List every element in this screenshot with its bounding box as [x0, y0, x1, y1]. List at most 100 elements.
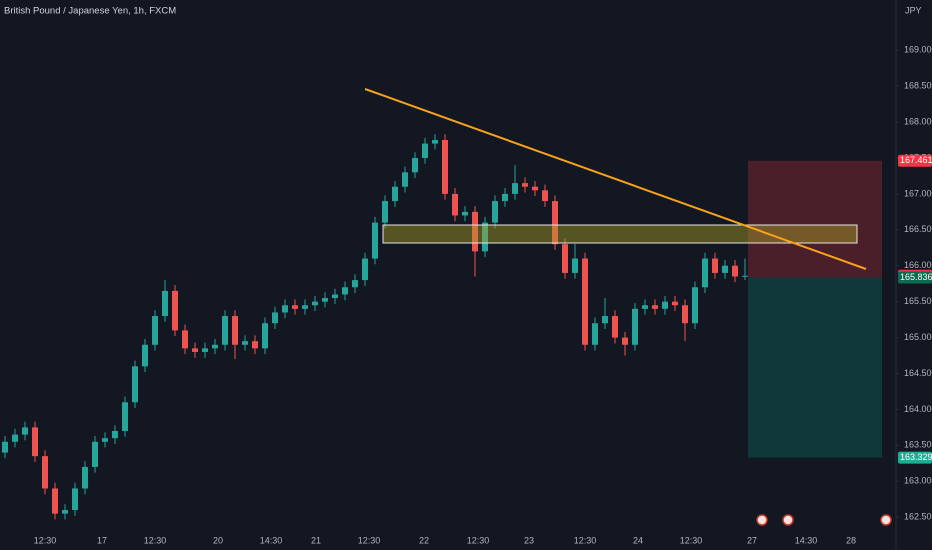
price-label: 165.836: [900, 272, 932, 282]
candle-body: [542, 190, 548, 202]
x-tick-label: 14:30: [260, 535, 283, 545]
candle-body: [342, 287, 348, 295]
candle-body: [142, 344, 148, 367]
candle-body: [502, 193, 508, 202]
candle-body: [312, 301, 318, 306]
candle-body: [382, 201, 388, 223]
x-tick-label: 21: [311, 535, 321, 545]
candle-body: [182, 330, 188, 349]
candle-body: [392, 186, 398, 202]
x-tick-label: 12:30: [574, 535, 597, 545]
candle-body: [632, 308, 638, 345]
candle-body: [212, 344, 218, 349]
support-zone: [382, 224, 858, 244]
currency-label: JPY: [905, 5, 922, 15]
y-tick-label: 164.500: [904, 368, 932, 378]
chart-title: British Pound / Japanese Yen, 1h, FXCM: [4, 6, 176, 17]
candle-body: [322, 298, 328, 302]
y-tick-label: 166.500: [904, 224, 932, 234]
x-tick-label: 17: [97, 535, 107, 545]
price-label: 163.329: [900, 452, 932, 462]
candle-body: [412, 157, 418, 173]
candle-body: [712, 258, 718, 273]
event-icon[interactable]: [756, 514, 768, 526]
candle-body: [112, 430, 118, 439]
x-tick-label: 12:30: [34, 535, 57, 545]
y-tick-label: 168.500: [904, 80, 932, 90]
y-tick-label: 163.500: [904, 440, 932, 450]
candle-body: [172, 290, 178, 331]
candle-body: [332, 294, 338, 299]
candle-body: [732, 265, 738, 277]
candle-body: [282, 305, 288, 313]
y-tick-label: 167.000: [904, 188, 932, 198]
price-label: 167.461: [900, 155, 932, 165]
candle-body: [232, 316, 238, 345]
candle-body: [92, 441, 98, 467]
stop-zone: [748, 160, 882, 278]
x-tick-label: 23: [524, 535, 534, 545]
candle-body: [672, 301, 678, 306]
candle-body: [622, 337, 628, 345]
drawings: [748, 160, 882, 458]
candle-body: [72, 488, 78, 511]
candle-body: [2, 441, 8, 453]
candle-body: [472, 211, 478, 252]
overlay: [364, 88, 867, 270]
event-icons: [756, 514, 892, 526]
candle-body: [512, 183, 518, 194]
candle-body: [222, 316, 228, 345]
candle-body: [292, 305, 298, 309]
candle-body: [22, 427, 28, 435]
candle-body: [652, 305, 658, 309]
y-tick-label: 163.000: [904, 476, 932, 486]
candle-body: [422, 143, 428, 158]
candle-body: [452, 193, 458, 216]
y-tick-label: 166.000: [904, 260, 932, 270]
candle-body: [522, 183, 528, 187]
candle-body: [202, 348, 208, 352]
candle-body: [372, 222, 378, 259]
event-icon[interactable]: [782, 514, 794, 526]
price-label-box: [898, 271, 932, 284]
target-zone: [748, 277, 882, 458]
candle-body: [122, 402, 128, 431]
x-tick-label: 20: [213, 535, 223, 545]
candle-body: [132, 366, 138, 403]
x-tick-label: 24: [633, 535, 643, 545]
price-label-box: [898, 451, 932, 464]
candle-body: [352, 280, 358, 288]
candle-body: [62, 510, 68, 514]
candle-body: [552, 201, 558, 245]
candle-body: [102, 438, 108, 442]
x-tick-label: 14:30: [795, 535, 818, 545]
x-tick-label: 12:30: [358, 535, 381, 545]
candle-body: [742, 275, 748, 277]
event-icon[interactable]: [880, 514, 892, 526]
candles: [2, 134, 748, 520]
candle-body: [252, 341, 258, 349]
candle-body: [612, 316, 618, 338]
candle-body: [442, 139, 448, 194]
candle-body: [572, 258, 578, 273]
candle-body: [362, 258, 368, 281]
price-axis: 169.000168.500168.000167.500167.000166.5…: [34, 0, 932, 550]
candle-body: [462, 211, 468, 216]
candle-body: [242, 341, 248, 345]
trend-line: [364, 88, 867, 270]
candle-body: [662, 301, 668, 309]
y-tick-label: 165.000: [904, 332, 932, 342]
x-tick-label: 12:30: [467, 535, 490, 545]
price-label-box: [898, 154, 932, 167]
candle-body: [192, 348, 198, 352]
x-tick-label: 28: [846, 535, 856, 545]
y-tick-label: 162.500: [904, 512, 932, 522]
candle-body: [52, 488, 58, 514]
candle-body: [32, 427, 38, 457]
candle-body: [402, 172, 408, 187]
x-tick-label: 12:30: [144, 535, 167, 545]
candle-body: [262, 323, 268, 349]
y-tick-label: 168.000: [904, 116, 932, 126]
